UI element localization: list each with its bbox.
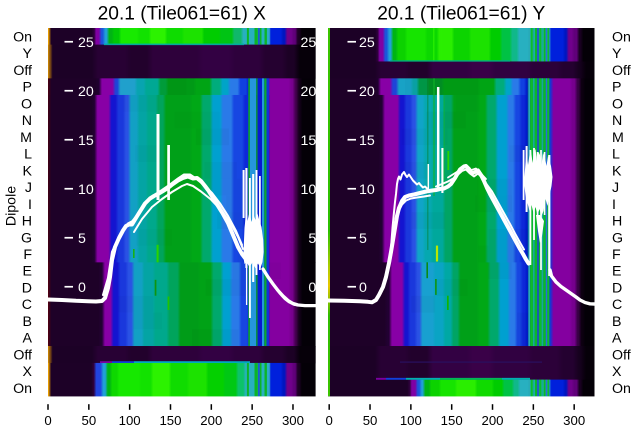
svg-text:100: 100 xyxy=(119,413,141,428)
svg-text:B: B xyxy=(612,314,621,330)
svg-text:Off: Off xyxy=(13,63,32,79)
svg-text:On: On xyxy=(13,381,32,397)
svg-text:On: On xyxy=(612,29,631,45)
svg-text:C: C xyxy=(22,297,32,313)
svg-text:H: H xyxy=(612,214,622,230)
svg-text:250: 250 xyxy=(522,413,544,428)
svg-text:K: K xyxy=(612,163,622,179)
svg-text:0: 0 xyxy=(308,280,316,296)
svg-text:B: B xyxy=(23,314,32,330)
svg-text:G: G xyxy=(21,230,32,246)
svg-text:On: On xyxy=(612,381,631,397)
svg-text:300: 300 xyxy=(282,413,304,428)
svg-text:150: 150 xyxy=(159,413,181,428)
svg-text:5: 5 xyxy=(308,231,316,247)
svg-text:Y: Y xyxy=(612,46,622,62)
svg-text:K: K xyxy=(23,163,33,179)
svg-text:200: 200 xyxy=(200,413,222,428)
svg-text:15: 15 xyxy=(78,133,94,149)
svg-text:I: I xyxy=(28,197,32,213)
svg-text:15: 15 xyxy=(359,133,375,149)
svg-text:20.1 (Tile061=61) Y: 20.1 (Tile061=61) Y xyxy=(377,4,545,25)
svg-text:20.1 (Tile061=61) X: 20.1 (Tile061=61) X xyxy=(98,4,267,25)
svg-text:20: 20 xyxy=(301,84,317,100)
svg-text:Y: Y xyxy=(23,46,33,62)
svg-text:25: 25 xyxy=(301,35,317,51)
svg-text:10: 10 xyxy=(359,182,375,198)
svg-text:Off: Off xyxy=(612,63,631,79)
svg-text:H: H xyxy=(22,214,32,230)
svg-text:G: G xyxy=(612,230,623,246)
svg-text:50: 50 xyxy=(363,413,378,428)
svg-text:N: N xyxy=(22,113,32,129)
svg-text:N: N xyxy=(612,113,622,129)
svg-text:250: 250 xyxy=(241,413,263,428)
svg-text:M: M xyxy=(20,130,32,146)
svg-text:O: O xyxy=(612,96,623,112)
svg-text:20: 20 xyxy=(359,84,375,100)
svg-text:10: 10 xyxy=(78,182,94,198)
svg-text:150: 150 xyxy=(441,413,463,428)
svg-text:E: E xyxy=(23,264,32,280)
svg-text:L: L xyxy=(612,147,620,163)
svg-text:F: F xyxy=(612,247,621,263)
svg-text:0: 0 xyxy=(78,280,86,296)
svg-text:X: X xyxy=(612,364,622,380)
svg-text:J: J xyxy=(612,180,619,196)
svg-text:A: A xyxy=(612,331,622,347)
svg-text:P: P xyxy=(23,80,32,96)
svg-text:L: L xyxy=(24,147,32,163)
svg-text:20: 20 xyxy=(78,84,94,100)
svg-text:M: M xyxy=(612,130,624,146)
svg-text:200: 200 xyxy=(482,413,504,428)
svg-text:E: E xyxy=(612,264,621,280)
svg-text:Off: Off xyxy=(13,347,32,363)
svg-text:I: I xyxy=(612,197,616,213)
svg-text:Dipole: Dipole xyxy=(4,186,20,226)
svg-text:25: 25 xyxy=(359,35,375,51)
svg-text:D: D xyxy=(22,280,32,296)
svg-text:5: 5 xyxy=(359,231,367,247)
svg-text:0: 0 xyxy=(44,413,51,428)
svg-text:5: 5 xyxy=(78,231,86,247)
svg-text:100: 100 xyxy=(400,413,422,428)
svg-text:15: 15 xyxy=(301,133,317,149)
svg-text:X: X xyxy=(23,364,33,380)
svg-text:O: O xyxy=(21,96,32,112)
svg-text:300: 300 xyxy=(563,413,585,428)
svg-text:C: C xyxy=(612,297,622,313)
svg-text:Off: Off xyxy=(612,347,631,363)
svg-text:0: 0 xyxy=(326,413,333,428)
svg-text:P: P xyxy=(612,80,621,96)
svg-text:A: A xyxy=(23,331,33,347)
svg-text:On: On xyxy=(13,29,32,45)
svg-text:J: J xyxy=(25,180,32,196)
svg-text:0: 0 xyxy=(359,280,367,296)
svg-text:D: D xyxy=(612,280,622,296)
svg-text:50: 50 xyxy=(81,413,96,428)
svg-text:10: 10 xyxy=(301,182,317,198)
svg-text:25: 25 xyxy=(78,35,94,51)
svg-text:F: F xyxy=(23,247,32,263)
